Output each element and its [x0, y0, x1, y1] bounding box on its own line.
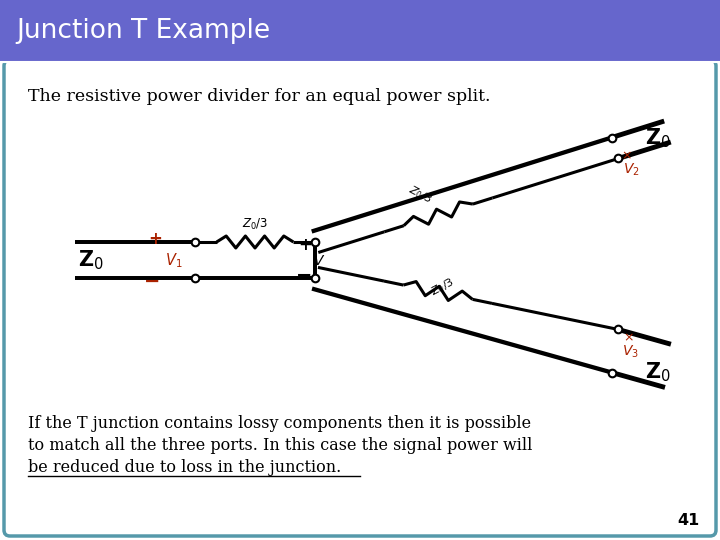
- FancyBboxPatch shape: [4, 60, 716, 536]
- Text: $V$: $V$: [313, 254, 325, 268]
- Text: to match all the three ports. In this case the signal power will: to match all the three ports. In this ca…: [28, 437, 532, 454]
- Text: +: +: [298, 236, 312, 254]
- Text: $Z_0/3$: $Z_0/3$: [242, 217, 268, 232]
- Text: $Z_0/3$: $Z_0/3$: [406, 183, 435, 207]
- FancyBboxPatch shape: [0, 0, 720, 62]
- Text: $\times$: $\times$: [621, 149, 632, 162]
- Text: −: −: [296, 266, 312, 285]
- Text: $V_3$: $V_3$: [621, 343, 639, 360]
- Text: 41: 41: [678, 513, 700, 528]
- Text: $\mathbf{Z}_0$: $\mathbf{Z}_0$: [78, 248, 104, 272]
- Text: $\mathbf{Z}_0$: $\mathbf{Z}_0$: [645, 126, 671, 150]
- Text: $\mathbf{Z}_0$: $\mathbf{Z}_0$: [645, 360, 671, 384]
- Text: +: +: [148, 230, 162, 248]
- Text: $Z_0/3$: $Z_0/3$: [428, 275, 457, 299]
- Text: $\times$: $\times$: [623, 331, 634, 344]
- Text: $V_2$: $V_2$: [624, 161, 640, 178]
- Text: The resistive power divider for an equal power split.: The resistive power divider for an equal…: [28, 88, 490, 105]
- Text: $V_1$: $V_1$: [165, 252, 182, 271]
- Text: If the T junction contains lossy components then it is possible: If the T junction contains lossy compone…: [28, 415, 531, 432]
- Text: −: −: [144, 272, 160, 291]
- Text: be reduced due to loss in the junction.: be reduced due to loss in the junction.: [28, 459, 341, 476]
- Text: Junction T Example: Junction T Example: [16, 18, 270, 44]
